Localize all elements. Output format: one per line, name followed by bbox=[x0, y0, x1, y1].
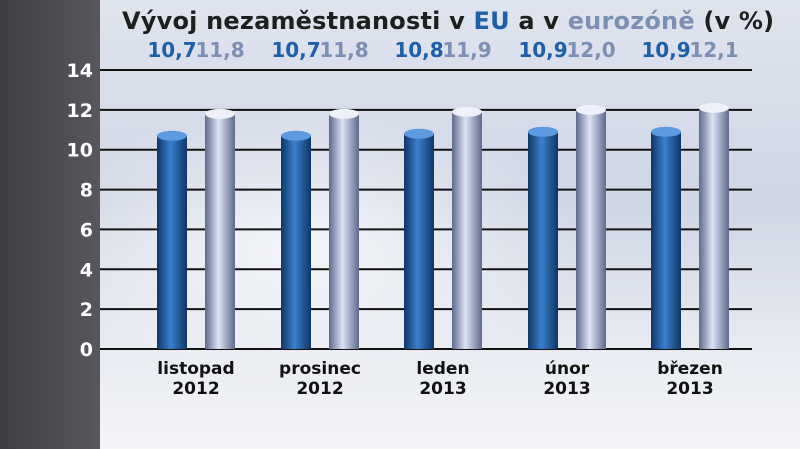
title-suffix: (v %) bbox=[694, 7, 775, 35]
y-tick-label: 8 bbox=[80, 180, 93, 202]
bar-eu bbox=[157, 135, 187, 349]
bar-eurozone bbox=[576, 109, 606, 349]
category-label: listopad bbox=[157, 359, 234, 379]
value-label-eu: 10,7 bbox=[147, 38, 196, 62]
bar-eurozone bbox=[205, 113, 235, 349]
chart-title: Vývoj nezaměstnanosti v EU a v eurozóně … bbox=[122, 4, 774, 38]
bar-eurozone bbox=[699, 107, 729, 349]
bar-cap bbox=[699, 102, 729, 113]
bar-eurozone bbox=[329, 113, 359, 349]
y-tick-label: 2 bbox=[80, 299, 93, 321]
category-label: prosinec bbox=[279, 359, 361, 379]
bar-cap bbox=[157, 130, 187, 141]
category-label: únor bbox=[545, 359, 590, 379]
bar-cap bbox=[528, 126, 558, 137]
title-eurozone: eurozóně bbox=[567, 7, 695, 35]
category-label: leden bbox=[416, 359, 469, 379]
bar-cap bbox=[329, 108, 359, 119]
value-label-eu: 10,9 bbox=[641, 38, 690, 62]
category-label: 2012 bbox=[296, 379, 343, 399]
value-label-eurozone: 11,9 bbox=[442, 38, 491, 62]
value-label-eurozone: 12,1 bbox=[689, 38, 738, 62]
title-eu: EU bbox=[473, 7, 510, 35]
bar-eu bbox=[281, 135, 311, 349]
category-label: 2013 bbox=[666, 379, 713, 399]
bar-cap bbox=[281, 130, 311, 141]
bar-eu bbox=[404, 133, 434, 349]
value-label-eu: 10,9 bbox=[518, 38, 567, 62]
value-labels: 10,711,8 10,711,8 10,811,9 10,912,0 10,912,1 bbox=[147, 38, 738, 62]
y-tick-label: 6 bbox=[80, 219, 93, 241]
bar-eu bbox=[528, 131, 558, 349]
title-prefix: Vývoj nezaměstnanosti v bbox=[122, 7, 474, 35]
y-tick-label: 0 bbox=[80, 339, 93, 361]
value-label-eurozone: 12,0 bbox=[566, 38, 615, 62]
y-tick-label: 4 bbox=[80, 259, 93, 281]
x-axis-categories: listopad2012prosinec2012leden2013únor201… bbox=[157, 359, 723, 399]
value-label-eurozone: 11,8 bbox=[319, 38, 368, 62]
bar-eurozone bbox=[452, 111, 482, 349]
value-label-eurozone: 11,8 bbox=[195, 38, 244, 62]
y-tick-label: 14 bbox=[67, 60, 93, 82]
bar-cap bbox=[452, 106, 482, 117]
bar-eu bbox=[651, 131, 681, 349]
bar-cap bbox=[404, 128, 434, 139]
value-label-eu: 10,8 bbox=[394, 38, 443, 62]
left-panel bbox=[0, 0, 100, 449]
category-label: 2013 bbox=[419, 379, 466, 399]
category-label: 2012 bbox=[172, 379, 219, 399]
value-label-eu: 10,7 bbox=[271, 38, 320, 62]
category-label: březen bbox=[657, 359, 723, 379]
bar-cap bbox=[205, 108, 235, 119]
y-axis-ticks: 0 2 4 6 8 10 12 14 bbox=[67, 60, 93, 361]
y-tick-label: 10 bbox=[67, 140, 93, 162]
bars bbox=[157, 102, 729, 349]
y-tick-label: 12 bbox=[67, 100, 93, 122]
bar-cap bbox=[576, 104, 606, 115]
category-label: 2013 bbox=[543, 379, 590, 399]
title-middle: a v bbox=[509, 7, 568, 35]
bar-cap bbox=[651, 126, 681, 137]
